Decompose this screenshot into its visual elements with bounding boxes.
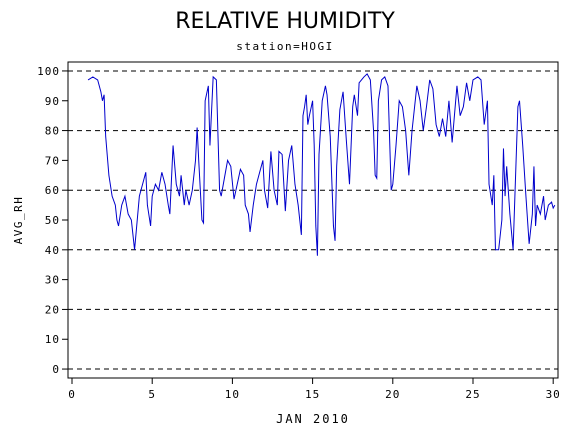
y-tick-label: 50	[45, 214, 60, 227]
x-tick-label: 30	[546, 388, 561, 401]
y-tick-label: 100	[37, 65, 60, 78]
x-tick-label: 0	[68, 388, 76, 401]
y-axis-label: AVG_RH	[12, 196, 25, 245]
y-tick-label: 30	[45, 274, 60, 287]
x-tick-label: 25	[465, 388, 480, 401]
x-tick-label: 10	[225, 388, 240, 401]
chart-title: RELATIVE HUMIDITY	[175, 9, 395, 34]
chart-subtitle: station=HOGI	[236, 40, 333, 53]
x-axis-label: JAN 2010	[276, 412, 350, 426]
y-tick-label: 20	[45, 303, 60, 316]
x-tick-label: 20	[385, 388, 400, 401]
y-tick-label: 10	[45, 333, 60, 346]
x-tick-label: 15	[305, 388, 320, 401]
data-line	[87, 73, 556, 256]
y-tick-label: 70	[45, 154, 60, 167]
y-tick-label: 90	[45, 95, 60, 108]
x-tick-label: 5	[148, 388, 156, 401]
y-tick-label: 40	[45, 244, 60, 257]
y-tick-label: 80	[45, 125, 60, 138]
y-tick-label: 60	[45, 184, 60, 197]
y-tick-label: 0	[52, 363, 60, 376]
